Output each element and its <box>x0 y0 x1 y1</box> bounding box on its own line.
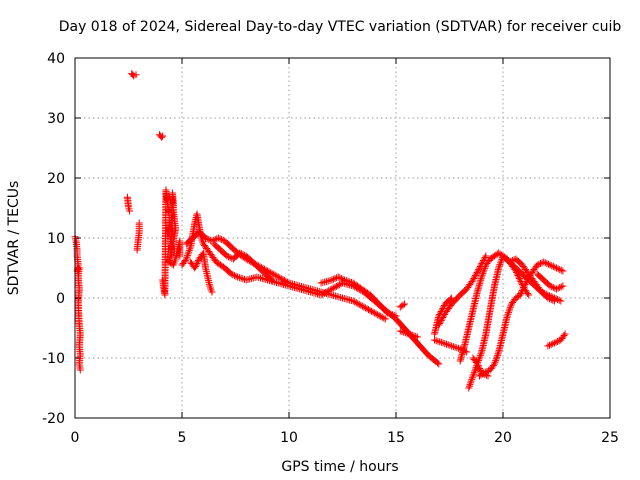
data-trail <box>128 70 140 80</box>
data-trail <box>431 294 456 338</box>
data-trail <box>533 270 567 293</box>
data-trail <box>71 233 84 374</box>
x-tick-label: 0 <box>71 430 80 446</box>
plus-markers <box>159 186 184 299</box>
x-tick-label: 20 <box>494 430 512 446</box>
plus-markers <box>396 300 409 311</box>
data-trail <box>210 240 276 284</box>
plus-markers <box>476 258 567 380</box>
plus-markers <box>469 354 492 380</box>
data-trail <box>133 219 143 254</box>
x-tick-label: 5 <box>178 430 187 446</box>
y-tick-label: -10 <box>42 351 65 367</box>
plus-markers <box>435 252 490 329</box>
y-tick-label: 20 <box>47 171 65 187</box>
data-trail <box>156 131 167 141</box>
x-axis-title: GPS time / hours <box>281 459 398 475</box>
data-trail <box>317 273 400 320</box>
x-tick-label: 15 <box>387 430 405 446</box>
data-trail <box>505 255 565 305</box>
y-axis-title: SDTVAR / TECUs <box>6 181 22 296</box>
data-trail <box>544 330 569 350</box>
y-tick-label: 0 <box>56 291 65 307</box>
data-trail <box>469 354 492 380</box>
chart-title: Day 018 of 2024, Sidereal Day-to-day VTE… <box>59 19 622 35</box>
plus-markers <box>187 249 216 296</box>
plus-markers <box>317 273 400 320</box>
plus-markers <box>533 270 567 293</box>
plus-markers <box>210 240 276 284</box>
data-points <box>71 70 569 392</box>
data-trail <box>187 249 216 296</box>
y-tick-label: 10 <box>47 231 65 247</box>
y-tick-label: -20 <box>42 411 65 427</box>
y-tick-label: 40 <box>47 51 65 67</box>
plot-frame <box>74 57 611 419</box>
data-trail <box>159 186 184 299</box>
plus-markers <box>544 330 569 350</box>
x-tick-label: 25 <box>601 430 619 446</box>
plus-markers <box>396 327 421 341</box>
plus-markers <box>505 255 565 305</box>
data-trail <box>396 327 421 341</box>
plus-markers <box>156 131 167 141</box>
data-trail <box>396 300 409 311</box>
x-tick-label: 10 <box>280 430 298 446</box>
plus-markers <box>431 294 456 338</box>
data-trail <box>476 258 567 380</box>
grid-lines <box>75 58 610 418</box>
data-trail <box>435 252 490 329</box>
plus-markers <box>133 219 143 254</box>
y-tick-label: 30 <box>47 111 65 127</box>
plus-markers <box>123 193 134 215</box>
plus-markers <box>71 233 84 374</box>
plus-markers <box>128 70 140 80</box>
data-trail <box>123 193 134 215</box>
axis-ticks: 0 5 10 15 20 25 -20 -10 0 10 20 30 40 <box>42 51 619 446</box>
